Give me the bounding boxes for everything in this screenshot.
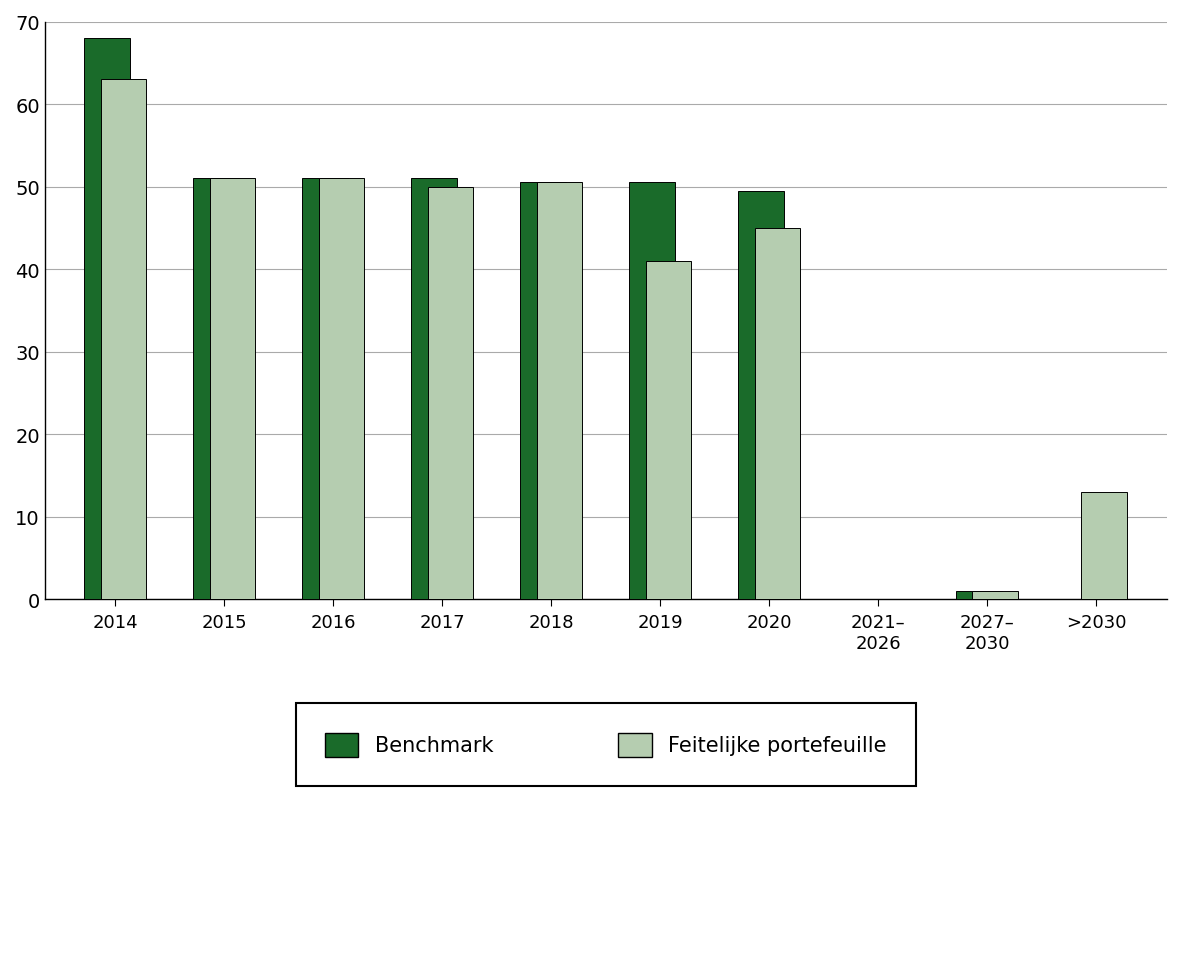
Bar	[645, 262, 691, 599]
Bar	[520, 183, 566, 599]
Bar	[1082, 493, 1128, 599]
Bar	[973, 592, 1018, 599]
Bar	[84, 39, 130, 599]
Bar	[428, 188, 474, 599]
Bar	[629, 183, 675, 599]
Bar	[537, 183, 583, 599]
Bar	[956, 592, 1002, 599]
Legend: Benchmark, Feitelijke portefeuille: Benchmark, Feitelijke portefeuille	[296, 703, 916, 786]
Bar	[319, 179, 364, 599]
Bar	[303, 179, 348, 599]
Bar	[209, 179, 255, 599]
Bar	[739, 192, 784, 599]
Bar	[411, 179, 457, 599]
Bar	[754, 229, 800, 599]
Bar	[194, 179, 239, 599]
Bar	[100, 80, 147, 599]
